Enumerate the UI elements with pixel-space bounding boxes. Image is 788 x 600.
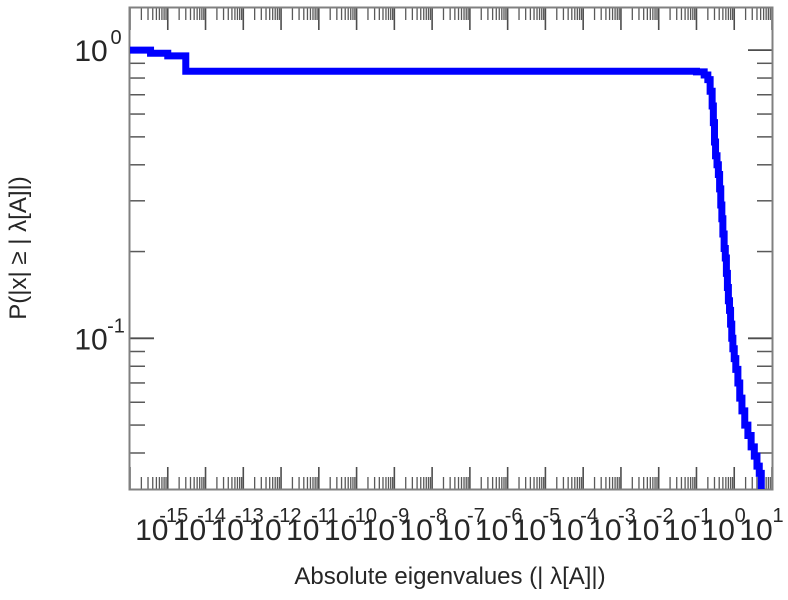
x-tick-base: 10 <box>437 514 470 547</box>
x-axis-title-group: Absolute eigenvalues (| λ[A]|) <box>294 563 605 590</box>
x-tick-exponent: -10 <box>348 505 377 527</box>
x-tick-label: 10 1 <box>739 505 783 547</box>
x-tick-label: 10-3 <box>588 505 636 547</box>
x-tick-base: 10 <box>248 514 281 547</box>
x-tick-base: 10 <box>739 514 772 547</box>
x-tick-label: 10-11 <box>286 505 338 547</box>
y-tick-base: 10 <box>74 35 107 68</box>
x-tick-base: 10 <box>324 514 357 547</box>
x-tick-base: 10 <box>475 514 508 547</box>
x-tick-label: 10-9 <box>362 505 410 547</box>
y-axis-title: P(|x| ≥ | λ[A]|) <box>5 176 32 319</box>
minor-tick-marks <box>130 8 772 489</box>
x-tick-label: 10-12 <box>248 505 301 547</box>
y-axis-title-group: P(|x| ≥ | λ[A]|) <box>5 176 32 319</box>
x-tick-base: 10 <box>399 514 432 547</box>
x-tick-base: 10 <box>550 514 583 547</box>
x-tick-label: 10-15 <box>135 505 188 547</box>
x-tick-base: 10 <box>362 514 395 547</box>
x-tick-base: 10 <box>173 514 206 547</box>
x-tick-base: 10 <box>513 514 546 547</box>
x-tick-base: 10 <box>135 514 168 547</box>
x-axis-tick-labels: 10-1510-1410-1310-1210-1110-1010-910-810… <box>135 505 783 547</box>
x-tick-exponent: 0 <box>735 505 746 527</box>
x-tick-label: 10-1 <box>664 505 712 547</box>
x-tick-exponent: -1 <box>694 505 712 527</box>
x-tick-label: 10-14 <box>173 505 226 547</box>
x-tick-exponent: -12 <box>273 505 302 527</box>
x-tick-base: 10 <box>211 514 244 547</box>
x-tick-label: 10-6 <box>475 505 523 547</box>
x-axis-title: Absolute eigenvalues (| λ[A]|) <box>294 563 605 590</box>
x-tick-base: 10 <box>626 514 659 547</box>
x-tick-label: 10 0 <box>702 505 746 547</box>
x-tick-exponent: -15 <box>159 505 188 527</box>
x-tick-label: 10-2 <box>626 505 674 547</box>
x-tick-exponent: -14 <box>197 505 226 527</box>
x-tick-exponent: -11 <box>311 505 338 527</box>
x-tick-exponent: -13 <box>235 505 264 527</box>
x-tick-exponent: -3 <box>618 505 636 527</box>
y-tick-label: 10 0 <box>74 27 121 68</box>
x-tick-base: 10 <box>588 514 621 547</box>
y-tick-exponent: 0 <box>110 27 121 49</box>
y-tick-label: 10 -1 <box>74 315 125 356</box>
x-tick-label: 10-13 <box>211 505 264 547</box>
x-tick-exponent: -6 <box>505 505 523 527</box>
x-tick-label: 10-7 <box>437 505 485 547</box>
plot-frame <box>128 6 774 491</box>
y-tick-base: 10 <box>74 323 107 356</box>
x-tick-base: 10 <box>286 514 319 547</box>
y-tick-exponent: -1 <box>107 315 125 337</box>
x-tick-exponent: -7 <box>467 505 485 527</box>
data-series-group <box>130 46 765 489</box>
x-tick-exponent: -5 <box>543 505 561 527</box>
x-tick-base: 10 <box>702 514 735 547</box>
x-tick-label: 10-5 <box>513 505 561 547</box>
x-tick-exponent: -2 <box>656 505 674 527</box>
x-tick-exponent: -4 <box>580 505 598 527</box>
x-tick-label: 10-8 <box>399 505 447 547</box>
x-tick-exponent: -9 <box>391 505 409 527</box>
x-tick-exponent: 1 <box>772 505 783 527</box>
data-line-0 <box>130 46 765 489</box>
x-tick-exponent: -8 <box>429 505 447 527</box>
x-tick-label: 10-4 <box>550 505 598 547</box>
x-tick-label: 10-10 <box>324 505 377 547</box>
x-tick-base: 10 <box>664 514 697 547</box>
axis-box <box>128 6 774 491</box>
